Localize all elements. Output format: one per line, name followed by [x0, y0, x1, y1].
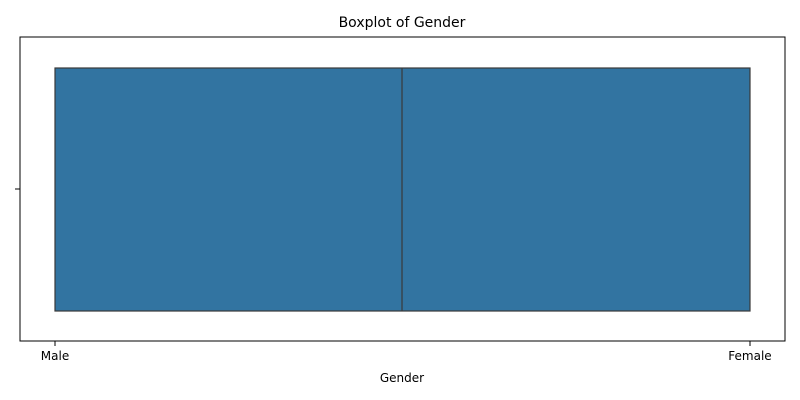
chart-title: Boxplot of Gender [339, 15, 466, 31]
x-tick-label-male: Male [41, 349, 69, 363]
box-group [54, 67, 751, 312]
x-ticks: Male Female [41, 341, 772, 363]
x-tick-label-female: Female [728, 349, 771, 363]
x-axis-label: Gender [380, 371, 424, 385]
